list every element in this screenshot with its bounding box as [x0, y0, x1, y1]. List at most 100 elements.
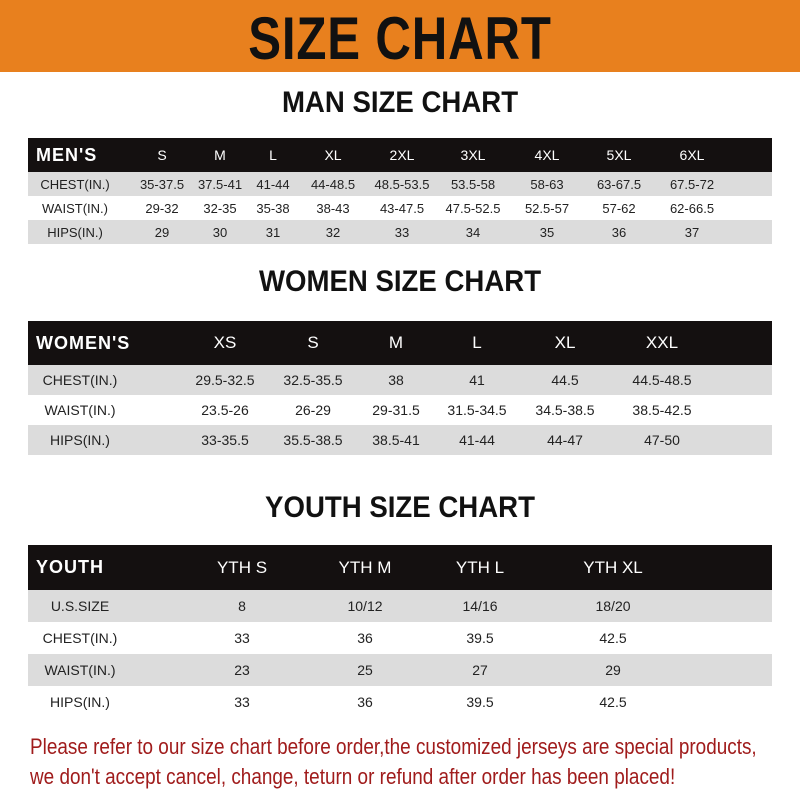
table-cell: 67.5-72: [669, 176, 715, 192]
table-cell: 29.5-32.5: [195, 372, 255, 388]
table-cell: 38.5-42.5: [632, 402, 692, 418]
row-label: HIPS(IN.): [47, 224, 103, 240]
youth-section-title: YOUTH SIZE CHART: [265, 491, 535, 524]
table-cell: 18/20: [595, 598, 631, 614]
table-header-row: YOUTH YTH S YTH M YTH L YTH XL: [28, 545, 772, 590]
size-column-header: 3XL: [460, 147, 486, 163]
size-column-header: YTH L: [455, 557, 505, 577]
table-cell: 33-35.5: [201, 432, 249, 448]
table-row: U.S.SIZE 8 10/12 14/16 18/20: [28, 590, 772, 622]
size-column-header: XL: [324, 147, 342, 163]
table-cell: 63-67.5: [596, 176, 642, 192]
table-cell: 10/12: [347, 598, 383, 614]
table-cell: 43-47.5: [379, 200, 425, 216]
size-column-header: 4XL: [534, 147, 560, 163]
table-cell: 39.5: [466, 694, 494, 710]
size-column-header: 5XL: [606, 147, 632, 163]
table-cell: 23: [234, 662, 250, 678]
table-cell: 38: [388, 372, 404, 388]
table-cell: 52.5-57: [524, 200, 570, 216]
table-cell: 31: [265, 224, 281, 240]
size-column-header: L: [472, 333, 482, 352]
size-column-header: M: [214, 147, 226, 163]
table-row: CHEST(IN.) 33 36 39.5 42.5: [28, 622, 772, 654]
row-label: HIPS(IN.): [50, 694, 110, 710]
table-cell: 38.5-41: [372, 432, 420, 448]
table-cell: 32-35: [203, 200, 237, 216]
table-cell: 31.5-34.5: [447, 402, 507, 418]
size-column-header: L: [269, 147, 277, 163]
size-column-header: 2XL: [389, 147, 415, 163]
table-cell: 44.5: [551, 372, 579, 388]
table-cell: 36: [611, 224, 627, 240]
table-cell: 26-29: [295, 402, 331, 418]
table-cell: 48.5-53.5: [374, 176, 430, 192]
size-column-header: YTH M: [338, 557, 392, 577]
table-cell: 27: [472, 662, 488, 678]
table-cell: 44-47: [547, 432, 583, 448]
table-cell: 47-50: [644, 432, 680, 448]
table-cell: 29: [605, 662, 621, 678]
table-cell: 29-32: [145, 200, 179, 216]
size-column-header: XL: [554, 333, 576, 352]
row-label: WAIST(IN.): [44, 402, 116, 418]
table-cell: 29-31.5: [372, 402, 420, 418]
table-cell: 34.5-38.5: [535, 402, 595, 418]
table-header-label: WOMEN'S: [36, 332, 131, 353]
banner: SIZE CHART: [0, 0, 800, 72]
row-label: CHEST(IN.): [42, 630, 118, 646]
table-cell: 38-43: [316, 200, 350, 216]
table-row: WAIST(IN.) 29-32 32-35 35-38 38-43 43-47.5 47.…: [28, 196, 772, 220]
table-row: HIPS(IN.) 33 36 39.5 42.5: [28, 686, 772, 718]
size-column-header: S: [157, 147, 167, 163]
table-row: WAIST(IN.) 23 25 27 29: [28, 654, 772, 686]
table-cell: 33: [234, 694, 250, 710]
table-cell: 29: [154, 224, 170, 240]
table-header-row: MEN'S S M L XL 2XL 3XL 4XL 5XL 6XL: [28, 138, 772, 172]
table-row: HIPS(IN.) 33-35.5 35.5-38.5 38.5-41 41-44 44-…: [28, 425, 772, 455]
size-column-header: YTH XL: [583, 557, 643, 577]
row-label: WAIST(IN.): [42, 200, 108, 216]
table-cell: 14/16: [462, 598, 498, 614]
table-cell: 53.5-58: [450, 176, 496, 192]
table-cell: 47.5-52.5: [445, 200, 501, 216]
table-cell: 35-38: [256, 200, 290, 216]
size-column-header: YTH S: [216, 557, 268, 577]
table-row: CHEST(IN.) 35-37.5 37.5-41 41-44 44-48.5 48.5…: [28, 172, 772, 196]
table-cell: 35-37.5: [139, 176, 185, 192]
row-label: CHEST(IN.): [40, 176, 110, 192]
table-cell: 57-62: [602, 200, 636, 216]
table-cell: 33: [234, 630, 250, 646]
row-label: U.S.SIZE: [50, 598, 110, 614]
table-cell: 8: [238, 598, 246, 614]
table-cell: 37.5-41: [197, 176, 243, 192]
table-cell: 58-63: [530, 176, 564, 192]
table-cell: 41: [469, 372, 485, 388]
table-cell: 37: [684, 224, 700, 240]
table-cell: 42.5: [599, 630, 627, 646]
table-cell: 36: [357, 630, 373, 646]
women-section-title: WOMEN SIZE CHART: [258, 265, 542, 298]
table-header-label: YOUTH: [36, 557, 104, 577]
size-column-header: XXL: [645, 333, 679, 352]
row-label: WAIST(IN.): [44, 662, 116, 678]
table-header-row: WOMEN'S XS S M L XL XXL: [28, 321, 772, 365]
table-cell: 34: [465, 224, 481, 240]
table-cell: 62-66.5: [669, 200, 715, 216]
table-cell: 33: [394, 224, 410, 240]
table-cell: 25: [357, 662, 373, 678]
table-cell: 44.5-48.5: [632, 372, 692, 388]
table-cell: 30: [212, 224, 228, 240]
table-row: WAIST(IN.) 23.5-26 26-29 29-31.5 31.5-34.5 34…: [28, 395, 772, 425]
size-column-header: M: [388, 333, 404, 352]
table-row: HIPS(IN.) 29 30 31 32 33 34 35 36 37: [28, 220, 772, 244]
table-cell: 32.5-35.5: [283, 372, 343, 388]
row-label: CHEST(IN.): [42, 372, 118, 388]
men-section-title: MAN SIZE CHART: [281, 86, 519, 119]
table-cell: 39.5: [466, 630, 494, 646]
table-cell: 41-44: [256, 176, 290, 192]
notice-line-2: we don't accept cancel, change, teturn o…: [30, 764, 676, 789]
banner-title: SIZE CHART: [248, 5, 552, 72]
size-column-header: S: [307, 333, 319, 352]
row-label: HIPS(IN.): [50, 432, 110, 448]
